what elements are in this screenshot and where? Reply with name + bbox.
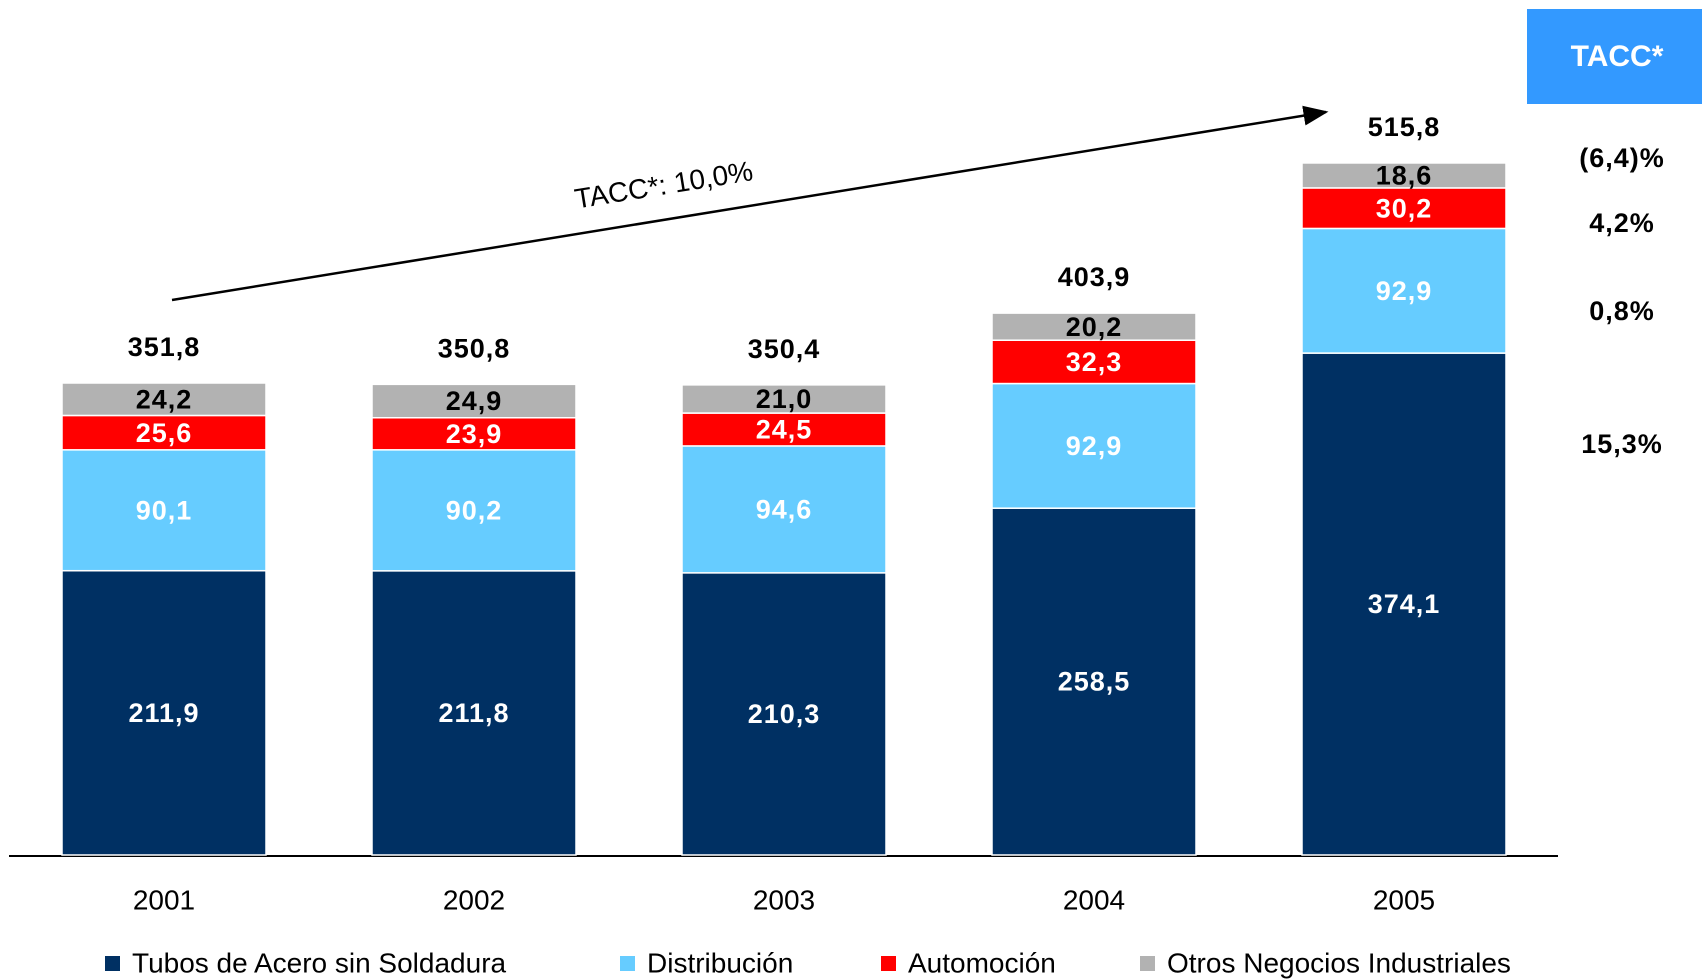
value-label: 94,6: [756, 495, 813, 525]
x-tick-label: 2001: [133, 884, 195, 915]
bar-segment: [371, 570, 577, 856]
bar-segment: [371, 449, 577, 572]
cagr-label: 15,3%: [1581, 429, 1663, 459]
bar-segment: [681, 412, 887, 447]
total-label: 350,4: [748, 334, 821, 364]
total-label: 351,8: [128, 332, 201, 362]
cagr-header-box: [1527, 9, 1702, 104]
legend-swatch: [881, 956, 896, 971]
legend-swatch: [1140, 956, 1155, 971]
bar-segment: [991, 382, 1197, 509]
legend-label: Tubos de Acero sin Soldadura: [132, 947, 507, 978]
value-label: 24,2: [136, 384, 193, 414]
bar-segment: [61, 449, 267, 572]
bar-segment: [371, 417, 577, 451]
legend-label: Automoción: [908, 947, 1056, 978]
legend-swatch: [105, 956, 120, 971]
bar-segment: [1301, 227, 1507, 354]
bar-segment: [1301, 162, 1507, 189]
value-label: 30,2: [1376, 193, 1433, 223]
annotation: TACC*: 10,0%: [572, 155, 755, 214]
value-label: 24,5: [756, 415, 813, 445]
value-label: 258,5: [1058, 667, 1131, 697]
bar-segment: [991, 312, 1197, 341]
bar-segment: [1301, 187, 1507, 230]
x-tick-label: 2004: [1063, 884, 1125, 915]
value-label: 32,3: [1066, 347, 1123, 377]
value-label: 18,6: [1376, 161, 1433, 191]
bar-segment: [681, 384, 887, 414]
bar-segment: [61, 382, 267, 417]
bar-segment: [1301, 352, 1507, 856]
x-tick-label: 2002: [443, 884, 505, 915]
bar-segment: [61, 569, 267, 856]
value-label: 211,9: [128, 698, 199, 728]
cagr-header: TACC*: [1571, 40, 1664, 73]
x-tick-label: 2005: [1373, 884, 1435, 915]
value-label: 90,2: [446, 495, 503, 525]
bar-segment: [991, 339, 1197, 385]
cagr-label: 0,8%: [1589, 296, 1655, 326]
legend-label: Distribución: [647, 947, 793, 978]
x-tick-label: 2003: [753, 884, 815, 915]
value-label: 24,9: [446, 386, 503, 416]
value-label: 21,0: [756, 384, 813, 414]
trend-arrow: [171, 105, 1329, 302]
bar-segment: [371, 383, 577, 419]
bar-segment: [681, 445, 887, 574]
value-label: 23,9: [446, 419, 503, 449]
value-label: 92,9: [1066, 431, 1123, 461]
bar-segment: [681, 572, 887, 856]
value-label: 25,6: [136, 418, 193, 448]
total-label: 515,8: [1368, 112, 1441, 142]
value-label: 211,8: [438, 698, 509, 728]
value-label: 210,3: [748, 699, 821, 729]
bar-segment: [991, 507, 1197, 856]
legend-label: Otros Negocios Industriales: [1167, 947, 1511, 978]
cagr-label: (6,4)%: [1579, 143, 1665, 173]
cagr-label: 4,2%: [1589, 208, 1655, 238]
legend-swatch: [620, 956, 635, 971]
value-label: 374,1: [1368, 589, 1441, 619]
total-label: 403,9: [1058, 262, 1131, 292]
value-label: 90,1: [136, 495, 193, 525]
total-label: 350,8: [438, 333, 511, 363]
value-label: 20,2: [1066, 312, 1123, 342]
value-label: 92,9: [1376, 276, 1433, 306]
